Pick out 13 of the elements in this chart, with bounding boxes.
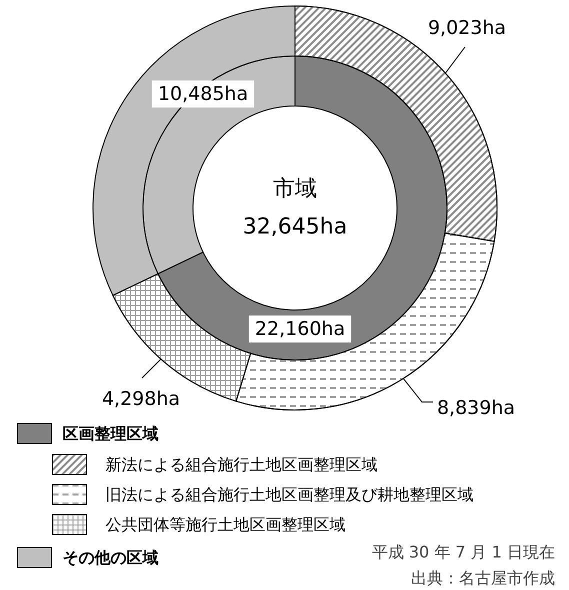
text: 市域 32,645ha [242, 176, 348, 240]
source-note: 出典：名古屋市作成 [411, 568, 555, 588]
data-label: 10,485ha [158, 83, 248, 105]
data-label: 9,023ha [428, 17, 506, 39]
data-label: 4,298ha [102, 388, 180, 410]
data-label: 8,839ha [436, 397, 516, 419]
text: 平成 30 年 7 月 1 日現在 [372, 542, 555, 562]
legend-label: 公共団体等施行土地区画整理区域 [106, 515, 346, 534]
data-label: 22,160ha [254, 318, 346, 340]
legend-label: 区画整理区域 [62, 424, 158, 443]
legend-label: 新法による組合施行土地区画整理区域 [106, 455, 378, 474]
legend-label: その他の区域 [62, 548, 158, 567]
legend-label: 旧法による組合施行土地区画整理及び耕地整理区域 [106, 485, 474, 504]
